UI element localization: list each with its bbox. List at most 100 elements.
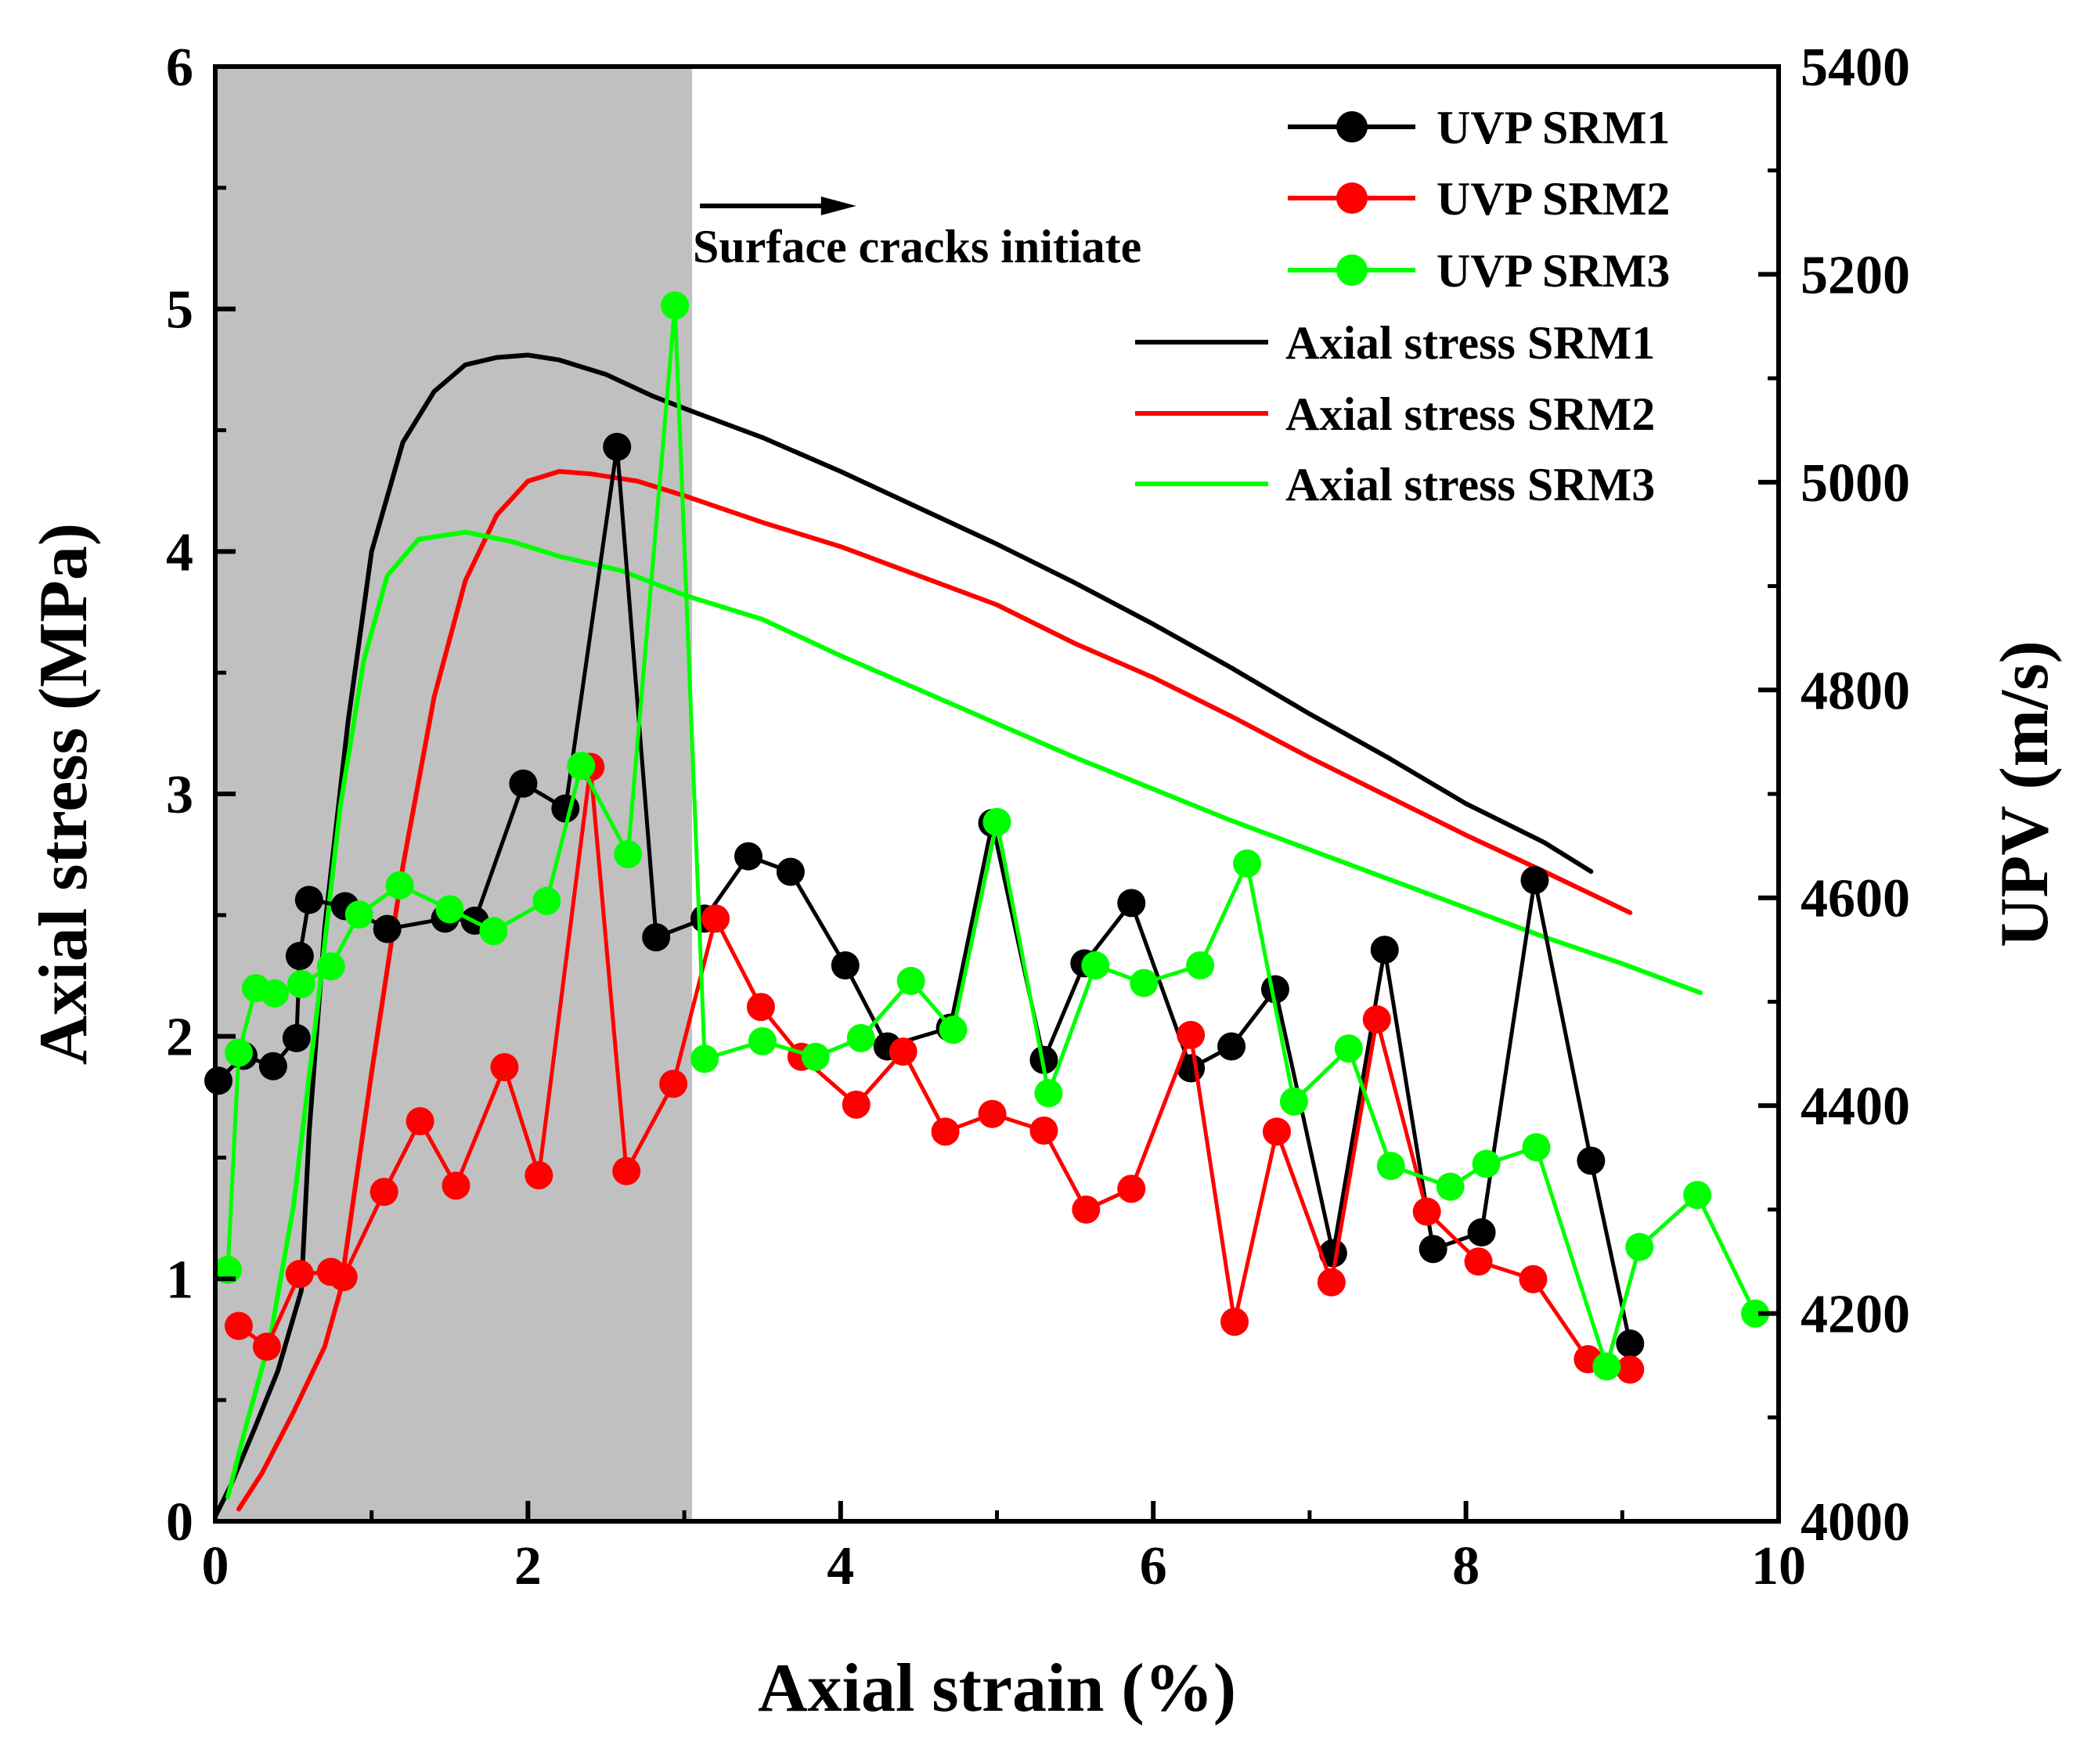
uvp-srm2-marker	[612, 1156, 641, 1185]
x-tick-label: 8	[1452, 1536, 1480, 1596]
uvp-srm3-marker	[939, 1015, 968, 1044]
uvp-srm2-marker	[442, 1171, 470, 1200]
uvp-srm2-marker	[224, 1311, 253, 1340]
legend-swatch-marker	[1336, 254, 1368, 286]
uvp-srm1-marker	[642, 923, 671, 952]
legend-swatch-marker	[1336, 111, 1368, 142]
legend-item-uvp-srm1: UVP SRM1	[1288, 102, 1670, 153]
uvp-srm3-marker	[1376, 1152, 1405, 1181]
uvp-srm2-marker	[701, 904, 730, 933]
uvp-srm3-marker	[1130, 969, 1159, 997]
uvp-srm2-marker	[1220, 1308, 1249, 1337]
uvp-srm3-marker	[260, 979, 289, 1008]
uvp-srm3-marker	[614, 839, 643, 868]
x-tick-label: 2	[514, 1536, 542, 1596]
uvp-srm1-marker	[1577, 1146, 1606, 1175]
legend-swatch-marker	[1336, 182, 1368, 214]
y2-tick-label: 4000	[1801, 1492, 1910, 1553]
uvp-srm1-marker	[1419, 1235, 1447, 1264]
uvp-srm3-marker	[344, 900, 373, 929]
uvp-srm3-marker	[1034, 1079, 1063, 1108]
axial-stress-srm2-line	[236, 469, 1633, 1512]
uvp-srm3-marker	[1592, 1352, 1621, 1381]
uvp-srm3-marker	[385, 871, 414, 900]
uvp-srm1-marker	[204, 1066, 233, 1095]
y-tick-label: 1	[166, 1250, 193, 1310]
y2-tick-label: 5000	[1801, 453, 1910, 514]
ticks-layer: 0 2 4 6 8 10 0 1 2 3 4 5 6 4000 4200 4400 4600 4800 5000 52…	[166, 38, 1910, 1596]
uvp-srm1-marker	[1370, 936, 1399, 965]
uvp-srm3-marker	[690, 1044, 719, 1073]
uvp-srm3-marker	[982, 807, 1011, 836]
uvp-srm2-marker	[842, 1090, 871, 1119]
uvp-srm2-marker	[252, 1333, 281, 1362]
uvp-srm3-marker	[1472, 1149, 1501, 1178]
uvp-srm2-marker	[329, 1263, 358, 1292]
uvp-srm2-marker	[525, 1161, 553, 1190]
uvp-srm2-marker	[1412, 1197, 1441, 1226]
legend-label: UVP SRM3	[1437, 245, 1670, 297]
uvp-srm3-marker	[1741, 1299, 1770, 1328]
uvp-srm3-marker	[316, 952, 345, 981]
uvp-srm1-marker	[1217, 1032, 1246, 1061]
uvp-srm3-marker	[1683, 1181, 1712, 1210]
uvp-srm2-marker	[1262, 1117, 1291, 1146]
uvp-srm1-marker	[373, 914, 402, 943]
uvp-srm2-marker	[1317, 1268, 1346, 1297]
uvp-srm3-marker	[224, 1038, 253, 1067]
series-axial-stress-srm1	[213, 352, 1594, 1519]
x-axis-title: Axial strain (%)	[758, 1650, 1236, 1726]
uvp-srm2-marker	[659, 1070, 688, 1098]
x-tick-label: 0	[202, 1536, 229, 1596]
uvp-srm3-marker	[567, 752, 596, 781]
y-axis-title: Axial stress (MPa)	[26, 523, 102, 1065]
uvp-srm2-marker	[1616, 1355, 1645, 1384]
legend-label: Axial stress SRM3	[1285, 459, 1655, 510]
uvp-srm1-marker	[1260, 975, 1289, 1004]
legend: UVP SRM1 UVP SRM2 UVP SRM3 Axial stress SRM…	[1135, 102, 1670, 510]
uvp-srm3-marker	[1334, 1034, 1363, 1063]
uvp-srm3-marker	[1625, 1232, 1654, 1261]
uvp-srm3-marker	[287, 969, 315, 998]
legend-item-uvp-srm3: UVP SRM3	[1288, 245, 1670, 297]
uvp-srm2-marker	[406, 1107, 434, 1136]
legend-item-axial-stress-srm1: Axial stress SRM1	[1135, 317, 1655, 369]
uvp-srm2-marker	[1072, 1195, 1101, 1224]
series-axial-stress-srm3	[225, 529, 1703, 1499]
y2-tick-label: 5400	[1801, 38, 1910, 98]
uvp-srm2-marker	[978, 1099, 1007, 1128]
axial-stress-srm3-line	[225, 529, 1703, 1499]
uvp-srm1-marker	[1520, 866, 1549, 895]
x-tick-label: 6	[1140, 1536, 1167, 1596]
series-uvp-srm2	[224, 752, 1645, 1384]
uvp-srm2-marker	[746, 993, 775, 1022]
y-tick-label: 3	[166, 765, 193, 825]
uvp-srm3-marker	[479, 917, 508, 946]
y-tick-label: 0	[166, 1492, 193, 1553]
y-tick-label: 6	[166, 38, 193, 98]
y2-tick-label: 4800	[1801, 661, 1910, 721]
uvp-srm1-marker	[282, 1023, 311, 1052]
uvp-srm1-marker	[1318, 1239, 1347, 1268]
uvp-srm2-marker	[1029, 1116, 1058, 1145]
uvp-srm2-marker	[1519, 1264, 1548, 1293]
legend-item-uvp-srm2: UVP SRM2	[1288, 173, 1670, 225]
y2-tick-label: 4200	[1801, 1285, 1910, 1345]
axial-stress-srm1-line	[213, 352, 1594, 1519]
x-tick-label: 10	[1751, 1536, 1806, 1596]
uvp-srm2-marker	[1362, 1005, 1391, 1034]
uvp-srm1-marker	[551, 794, 580, 823]
uvp-srm1-marker	[603, 432, 632, 461]
uvp-srm1-marker	[1117, 889, 1146, 918]
legend-label: UVP SRM2	[1437, 173, 1670, 225]
series-uvp-srm3	[213, 291, 1770, 1381]
y-tick-label: 5	[166, 280, 193, 341]
uvp-srm1-line	[216, 445, 1632, 1346]
legend-label: UVP SRM1	[1437, 102, 1670, 153]
uvp-srm3-marker	[661, 291, 690, 320]
y2-tick-label: 5200	[1801, 245, 1910, 305]
annotation-arrowhead	[820, 197, 856, 215]
series-axial-stress-srm2	[236, 469, 1633, 1512]
x-tick-label: 4	[827, 1536, 854, 1596]
